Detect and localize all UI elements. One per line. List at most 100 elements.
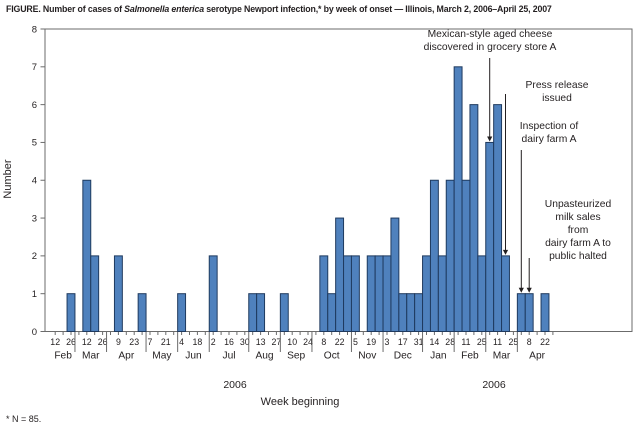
bar-week-slot-47	[422, 255, 431, 332]
bar-week-slot-4	[82, 179, 92, 332]
x-axis-tick-label: 10	[287, 337, 297, 347]
month-label: May	[152, 351, 172, 362]
x-axis-tick-label: 3	[385, 337, 390, 347]
bar-week-slot-5	[90, 255, 100, 332]
y-axis-tick-label: 1	[32, 289, 37, 300]
year-label: 2006	[482, 379, 506, 391]
month-label: Mar	[82, 351, 100, 362]
x-axis-tick-label: 28	[445, 337, 455, 347]
month-label: Nov	[358, 351, 377, 362]
bar-week-slot-25	[248, 293, 258, 332]
x-axis-tick-label: 18	[193, 337, 203, 347]
y-axis-tick-label: 2	[32, 251, 37, 262]
annotation-label: Press release issued	[525, 80, 589, 104]
bar-week-slot-40	[366, 255, 376, 332]
bar-week-slot-45	[406, 293, 416, 332]
bar-week-slot-50	[445, 179, 455, 332]
month-label: Apr	[529, 351, 545, 362]
y-axis-tick-label: 6	[32, 100, 37, 111]
month-label: Oct	[324, 351, 340, 362]
x-axis-tick-label: 22	[540, 337, 550, 347]
bar-week-slot-55	[485, 141, 495, 332]
figure-title: FIGURE. Number of cases of Salmonella en…	[6, 4, 638, 14]
month-label: Dec	[394, 351, 412, 362]
x-axis-tick-label: 22	[335, 337, 345, 347]
arrowhead-icon	[526, 287, 532, 293]
bar-week-slot-48	[429, 179, 439, 332]
arrowhead-icon	[518, 287, 524, 293]
x-axis-tick-label: 7	[148, 337, 153, 347]
bar-week-slot-54	[477, 255, 487, 332]
x-axis-tick-label: 31	[414, 337, 424, 347]
year-label: 2006	[223, 379, 247, 391]
bar-week-slot-52	[461, 179, 471, 332]
y-axis-tick-label: 7	[32, 62, 37, 73]
annotation-label: Inspection of dairy farm A	[519, 121, 579, 145]
bar-week-slot-35	[327, 293, 337, 332]
month-label: Sep	[287, 351, 305, 362]
bar-week-slot-49	[437, 255, 447, 332]
x-axis-tick-label: 25	[509, 337, 519, 347]
x-axis-tick-label: 26	[66, 337, 76, 347]
x-axis-tick-label: 27	[272, 337, 282, 347]
x-axis-tick-label: 2	[211, 337, 216, 347]
x-axis-tick-label: 9	[116, 337, 121, 347]
x-axis-tick-label: 19	[366, 337, 376, 347]
bar-week-slot-57	[501, 255, 510, 332]
month-label: Aug	[255, 351, 273, 362]
y-axis-tick-label: 3	[32, 213, 37, 224]
x-axis-tick-label: 5	[353, 337, 358, 347]
bar-week-slot-56	[493, 104, 503, 332]
bar-week-slot-8	[113, 255, 123, 332]
x-axis-tick-label: 11	[493, 337, 502, 347]
x-axis-tick-label: 21	[161, 337, 171, 347]
x-axis-tick-label: 17	[398, 337, 408, 347]
bar-week-slot-26	[256, 293, 266, 332]
y-axis-tick-label: 4	[32, 176, 37, 187]
bar-week-slot-16	[177, 293, 187, 332]
x-axis-tick-label: 23	[129, 337, 139, 347]
bar-week-slot-38	[350, 255, 360, 332]
y-axis-title: Number	[2, 159, 14, 199]
x-axis-title: Week beginning	[260, 396, 340, 408]
bar-week-slot-37	[343, 255, 352, 332]
month-label: Feb	[461, 351, 479, 362]
month-label: Feb	[54, 351, 72, 362]
x-axis-tick-label: 14	[430, 337, 440, 347]
bar-week-slot-60	[524, 293, 534, 332]
annotation-label: Mexican-style aged cheese discovered in …	[423, 29, 557, 53]
bar-week-slot-46	[414, 293, 424, 332]
x-axis-tick-label: 4	[179, 337, 184, 347]
bar-week-slot-51	[453, 66, 463, 332]
bar-week-slot-59	[516, 293, 526, 332]
x-axis-tick-label: 11	[461, 337, 470, 347]
title-italic-species: Salmonella enterica	[124, 4, 204, 14]
bar-week-slot-44	[398, 293, 408, 332]
x-axis-tick-label: 13	[256, 337, 266, 347]
x-axis-tick-label: 12	[82, 337, 92, 347]
bar-week-slot-36	[335, 217, 345, 332]
bar-week-slot-62	[540, 293, 550, 332]
x-axis-tick-label: 26	[98, 337, 108, 347]
title-prefix: FIGURE. Number of cases of	[6, 4, 125, 14]
x-axis-tick-label: 25	[477, 337, 487, 347]
x-axis-tick-label: 12	[50, 337, 60, 347]
arrowhead-icon	[487, 136, 493, 142]
title-suffix: serotype Newport infection,* by week of …	[203, 4, 552, 14]
month-label: Mar	[493, 351, 511, 362]
bar-week-slot-20	[208, 255, 218, 332]
bar-week-slot-42	[382, 255, 392, 332]
y-axis-tick-label: 5	[32, 138, 37, 149]
bar-week-slot-41	[374, 255, 384, 332]
month-label: Apr	[118, 351, 134, 362]
arrowhead-icon	[502, 249, 509, 255]
footnote: * N = 85.	[6, 414, 42, 424]
bar-week-slot-53	[469, 104, 479, 332]
x-axis-tick-label: 30	[240, 337, 250, 347]
annotation-label: Unpasteurized milk sales from dairy farm…	[544, 199, 612, 262]
x-axis-tick-label: 24	[303, 337, 313, 347]
month-label: Jan	[430, 351, 446, 362]
month-label: Jul	[222, 351, 235, 362]
